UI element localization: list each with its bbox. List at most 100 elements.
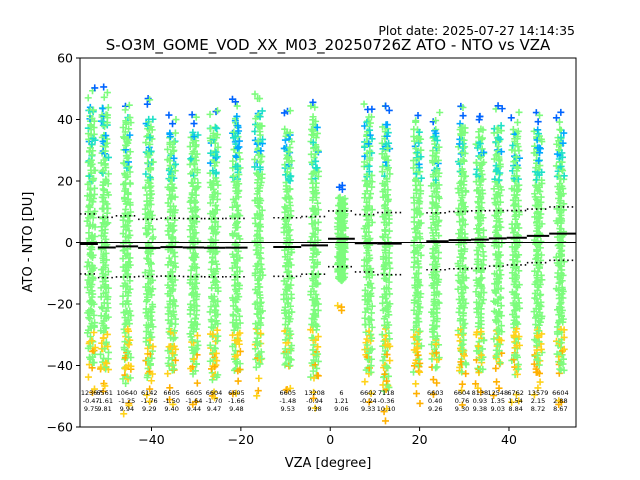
- scatter-point: [477, 317, 485, 325]
- scatter-point: [236, 319, 244, 327]
- scatter-point: [535, 157, 543, 165]
- scatter-point: [380, 202, 388, 210]
- scatter-point: [83, 192, 91, 200]
- scatter-point: [258, 265, 266, 273]
- scatter-point: [102, 256, 110, 264]
- scatter-point: [386, 357, 394, 365]
- scatter-point: [433, 262, 441, 270]
- scatter-point: [535, 369, 543, 377]
- scatter-point: [257, 321, 265, 329]
- scatter-point: [496, 198, 504, 206]
- scatter-point: [126, 254, 134, 262]
- bin-stat-label: 9.40: [164, 405, 178, 413]
- scatter-point: [365, 356, 373, 364]
- scatter-point: [99, 215, 107, 223]
- scatter-point: [99, 305, 107, 313]
- scatter-outlier: [286, 384, 294, 392]
- scatter-point: [212, 302, 220, 310]
- scatter-point: [455, 230, 463, 238]
- scatter-outlier: [432, 116, 440, 124]
- scatter-point: [171, 249, 179, 257]
- scatter-point: [258, 122, 266, 130]
- scatter-point: [313, 189, 321, 197]
- scatter-point: [383, 121, 391, 129]
- scatter-point: [214, 143, 222, 151]
- scatter-point: [461, 245, 469, 253]
- scatter-point: [233, 306, 241, 314]
- scatter-point: [172, 160, 180, 168]
- scatter-point: [171, 334, 179, 342]
- scatter-point: [256, 184, 264, 192]
- scatter-outlier: [493, 378, 501, 386]
- scatter-point: [91, 233, 99, 241]
- scatter-point: [417, 146, 425, 154]
- scatter-point: [462, 264, 470, 272]
- scatter-point: [212, 349, 220, 357]
- scatter-point: [91, 344, 99, 352]
- scatter-point: [101, 225, 109, 233]
- scatter-point: [478, 134, 486, 142]
- scatter-point: [89, 251, 97, 259]
- scatter-outlier: [166, 396, 174, 404]
- scatter-point: [309, 194, 317, 202]
- scatter-point: [415, 335, 423, 343]
- scatter-point: [428, 192, 436, 200]
- scatter-point: [192, 285, 200, 293]
- scatter-point: [312, 134, 320, 142]
- scatter-point: [513, 290, 521, 298]
- bin-stat-label: 6: [339, 389, 343, 397]
- scatter-point: [212, 134, 220, 142]
- scatter-point: [169, 202, 177, 210]
- x-tick-label: −40: [138, 432, 164, 447]
- bin-stat-label: -1.50: [163, 397, 180, 405]
- scatter-point: [192, 325, 200, 333]
- scatter-point: [214, 371, 222, 379]
- scatter-point: [286, 346, 294, 354]
- scatter-point: [460, 336, 468, 344]
- scatter-point: [432, 202, 440, 210]
- scatter-point: [233, 351, 241, 359]
- scatter-point: [383, 290, 391, 298]
- scatter-point: [103, 111, 111, 119]
- scatter-point: [367, 265, 375, 273]
- scatter-point: [417, 153, 425, 161]
- bin-stat-label: 1.54: [508, 397, 522, 405]
- scatter-outlier: [382, 102, 390, 110]
- scatter-point: [462, 359, 470, 367]
- scatter-point: [119, 230, 127, 238]
- scatter-outlier: [255, 374, 263, 382]
- scatter-point: [460, 240, 468, 248]
- scatter-outlier: [433, 379, 441, 387]
- scatter-point: [385, 329, 393, 337]
- scatter-point: [379, 163, 387, 171]
- scatter-point: [164, 216, 172, 224]
- scatter-point: [229, 157, 237, 165]
- scatter-point: [120, 344, 128, 352]
- scatter-point: [287, 281, 295, 289]
- scatter-point: [98, 339, 106, 347]
- scatter-point: [366, 126, 374, 134]
- scatter-point: [479, 214, 487, 222]
- scatter-point: [98, 303, 106, 311]
- scatter-point: [361, 232, 369, 240]
- scatter-outlier: [233, 102, 241, 110]
- scatter-point: [460, 324, 468, 332]
- scatter-point: [557, 311, 565, 319]
- scatter-point: [124, 173, 132, 181]
- scatter-point: [286, 315, 294, 323]
- scatter-point: [149, 233, 157, 241]
- scatter-point: [280, 291, 288, 299]
- scatter-point: [382, 243, 390, 251]
- scatter-point: [233, 177, 241, 185]
- scatter-point: [234, 162, 242, 170]
- scatter-point: [533, 218, 541, 226]
- scatter-point: [368, 135, 376, 143]
- scatter-point: [103, 330, 111, 338]
- scatter-point: [537, 291, 545, 299]
- scatter-outlier: [383, 405, 391, 413]
- scatter-point: [314, 350, 322, 358]
- scatter-point: [256, 360, 264, 368]
- scatter-point: [124, 250, 131, 258]
- x-tick-label: 40: [501, 432, 517, 447]
- scatter-point: [171, 167, 179, 175]
